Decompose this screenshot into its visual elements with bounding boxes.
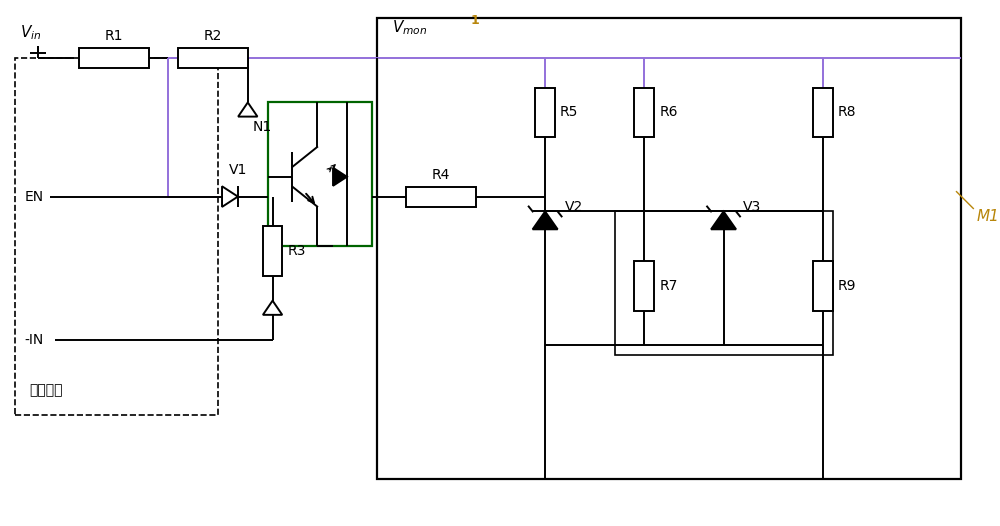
Text: R4: R4 <box>432 168 450 181</box>
Text: R5: R5 <box>560 105 578 119</box>
Text: N1: N1 <box>253 120 272 134</box>
Text: R7: R7 <box>659 279 678 293</box>
Text: R2: R2 <box>204 29 222 43</box>
Bar <box>268 103 372 246</box>
Bar <box>813 87 833 137</box>
Text: $V_{mon}$: $V_{mon}$ <box>392 19 427 37</box>
Polygon shape <box>533 211 558 229</box>
Bar <box>615 211 833 355</box>
Text: M1: M1 <box>976 209 999 224</box>
Bar <box>406 187 476 207</box>
Text: V2: V2 <box>565 199 583 214</box>
Bar <box>634 87 654 137</box>
Text: R3: R3 <box>287 244 306 258</box>
Text: EN: EN <box>25 189 44 204</box>
Text: R8: R8 <box>838 105 856 119</box>
Text: V3: V3 <box>743 199 762 214</box>
Bar <box>178 48 248 68</box>
Bar <box>263 226 282 276</box>
Polygon shape <box>711 211 736 229</box>
Text: 1: 1 <box>471 14 480 27</box>
Bar <box>15 58 218 414</box>
Bar <box>377 18 961 479</box>
Polygon shape <box>222 186 238 207</box>
Text: R6: R6 <box>659 105 678 119</box>
Text: V1: V1 <box>229 163 247 177</box>
Bar <box>535 87 555 137</box>
Bar <box>79 48 149 68</box>
Text: R9: R9 <box>838 279 856 293</box>
Text: 电源模块: 电源模块 <box>30 383 63 397</box>
Bar <box>813 261 833 310</box>
Polygon shape <box>333 168 347 186</box>
Text: $V_{in}$: $V_{in}$ <box>20 24 41 43</box>
Text: -IN: -IN <box>25 333 44 347</box>
Bar <box>634 261 654 310</box>
Text: R1: R1 <box>105 29 123 43</box>
Polygon shape <box>238 103 257 117</box>
Polygon shape <box>263 301 282 315</box>
